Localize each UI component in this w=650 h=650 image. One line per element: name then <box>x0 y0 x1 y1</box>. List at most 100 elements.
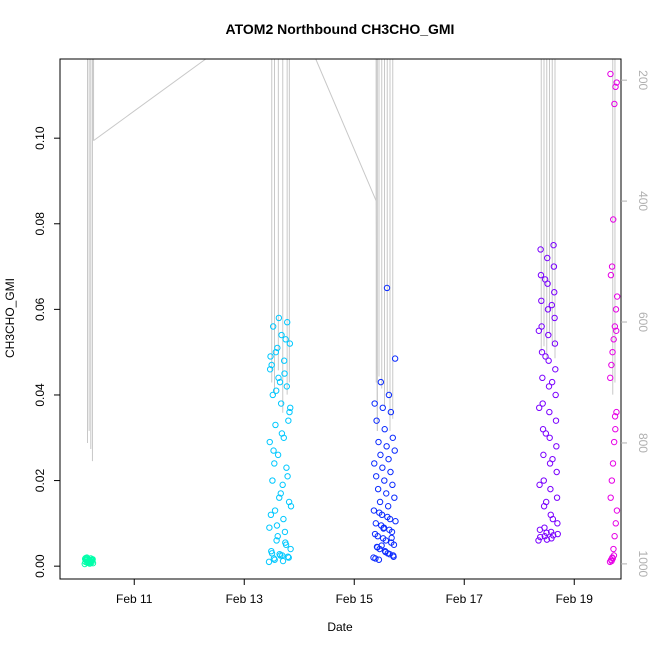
data-point <box>536 526 544 533</box>
data-point <box>269 477 276 484</box>
data-point <box>541 533 548 540</box>
data-point <box>535 537 542 544</box>
data-point <box>542 353 549 360</box>
pressure-traces <box>87 59 616 462</box>
data-point <box>387 408 395 416</box>
data-point <box>535 327 543 334</box>
data-point <box>277 490 284 497</box>
data-point <box>282 539 289 546</box>
data-point <box>612 426 619 433</box>
data-point <box>548 301 555 309</box>
data-point <box>280 357 288 364</box>
data-point <box>607 494 614 501</box>
data-point <box>285 554 292 561</box>
data-point <box>372 520 380 527</box>
data-point <box>608 263 616 270</box>
data-point <box>379 535 387 542</box>
data-point <box>549 455 556 463</box>
pressure-trace-transit <box>93 59 378 431</box>
data-point <box>276 494 283 501</box>
data-point <box>609 460 617 467</box>
data-point <box>383 443 390 450</box>
data-point <box>537 271 545 279</box>
data-point <box>542 430 550 437</box>
data-point <box>553 468 560 476</box>
data-point <box>281 370 288 377</box>
data-point <box>385 391 393 399</box>
data-point <box>545 383 553 390</box>
data-point <box>554 520 561 527</box>
data-point <box>276 550 283 558</box>
y-tick-label: 0.06 <box>33 297 47 321</box>
data-point <box>371 460 378 467</box>
x-tick-label: Feb 13 <box>226 592 264 606</box>
y-axis: 0.00 0.02 0.04 0.06 0.08 0.10 <box>33 126 60 578</box>
data-point <box>266 524 273 531</box>
data-point <box>266 366 274 373</box>
data-point <box>539 400 546 407</box>
data-point <box>552 391 559 399</box>
data-point <box>551 314 558 322</box>
data-point <box>387 468 394 476</box>
data-point <box>388 534 395 542</box>
data-point <box>613 293 621 300</box>
data-point <box>607 271 615 279</box>
data-point <box>379 404 386 412</box>
data-point <box>549 515 557 523</box>
data-point <box>554 530 561 538</box>
right-tick-label: 400 <box>636 191 650 211</box>
data-point <box>85 559 92 566</box>
data-point <box>287 404 294 412</box>
data-point <box>536 404 543 412</box>
data-point <box>371 530 379 538</box>
data-point <box>89 556 96 563</box>
data-point <box>371 400 378 407</box>
data-point <box>610 216 617 223</box>
data-point <box>278 331 285 339</box>
data-point <box>543 536 551 543</box>
data-point <box>607 374 614 382</box>
data-point <box>375 438 382 446</box>
data-point <box>287 545 294 553</box>
data-point <box>613 507 621 514</box>
x-tick-label: Feb 19 <box>556 592 594 606</box>
data-point <box>611 413 619 420</box>
data-point <box>610 336 617 343</box>
data-point <box>391 447 398 454</box>
data-point <box>375 556 383 563</box>
right-tick-label: 1000 <box>636 551 650 578</box>
data-point <box>284 553 292 560</box>
data-point <box>374 544 381 551</box>
y-tick-label: 0.02 <box>33 469 47 493</box>
data-point <box>273 387 280 394</box>
data-point <box>607 70 614 78</box>
data-point <box>388 539 395 546</box>
data-point <box>376 498 384 506</box>
data-point <box>284 473 291 480</box>
data-point <box>538 297 545 305</box>
data-point <box>268 547 275 555</box>
data-point <box>536 481 543 489</box>
data-point <box>373 473 380 480</box>
data-point <box>271 507 279 514</box>
data-point <box>544 306 552 313</box>
data-point <box>547 528 555 536</box>
data-point <box>392 518 399 525</box>
chart-title: ATOM2 Northbound CH3CHO_GMI <box>226 21 455 37</box>
data-point <box>378 542 385 549</box>
data-point <box>384 513 391 521</box>
data-point <box>391 494 398 501</box>
data-point <box>370 507 378 514</box>
data-point <box>280 515 287 523</box>
data-point <box>613 327 620 334</box>
data-point <box>270 555 278 562</box>
right-tick-label: 200 <box>636 70 650 90</box>
data-point <box>552 366 559 373</box>
data-point <box>609 348 616 356</box>
data-point <box>391 355 399 362</box>
data-point <box>541 276 549 283</box>
data-point <box>380 525 387 532</box>
data-point <box>273 537 280 544</box>
data-point <box>377 451 384 459</box>
data-point <box>548 378 556 386</box>
